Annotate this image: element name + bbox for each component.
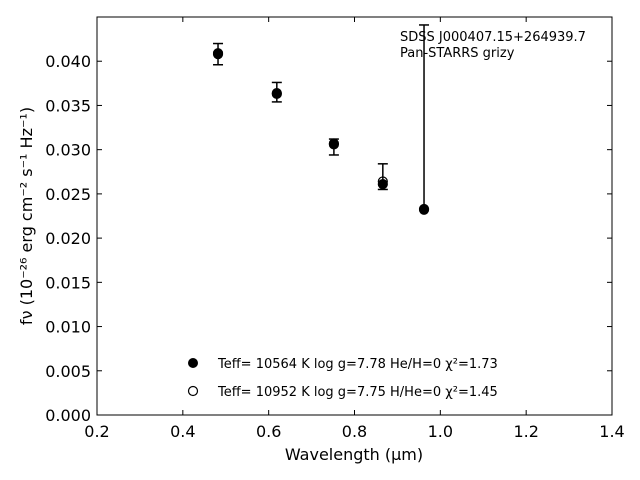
axis-ticks: 0.2 0.4 0.6 0.8 1.0 1.2 1.4 0.000 0.005 0.010 0.01… (45, 17, 625, 441)
x-tick-label: 1.2 (513, 422, 538, 441)
y-tick-label: 0.010 (45, 318, 91, 337)
y-tick-label: 0.030 (45, 141, 91, 160)
legend: Teff= 10564 K log g=7.78 He/H=0 χ²=1.73 … (187, 357, 498, 400)
y-tick-label: 0.020 (45, 229, 91, 248)
x-tick-label: 0.2 (84, 422, 109, 441)
y-tick-label: 0.040 (45, 52, 91, 71)
x-tick-label: 0.4 (170, 422, 195, 441)
y-tick-label: 0.005 (45, 362, 91, 381)
legend-marker-open (187, 385, 199, 397)
data-point-filled (377, 179, 388, 190)
x-tick-label: 1.0 (428, 422, 453, 441)
x-tick-label: 0.6 (256, 422, 281, 441)
y-axis-label: fν (10⁻²⁶ erg cm⁻² s⁻¹ Hz⁻¹) (17, 107, 36, 325)
annotation-line-2: Pan-STARRS grizy (400, 46, 515, 61)
data-point-open (418, 203, 430, 215)
x-axis-label: Wavelength (μm) (285, 445, 423, 464)
y-tick-label: 0.035 (45, 96, 91, 115)
x-tick-label: 0.8 (342, 422, 367, 441)
y-tick-label: 0.015 (45, 273, 91, 292)
legend-marker-filled (188, 358, 198, 368)
legend-label-1: Teff= 10564 K log g=7.78 He/H=0 χ²=1.73 (217, 357, 498, 372)
data-point-open (271, 87, 282, 99)
data-point-open (328, 139, 339, 150)
legend-label-2: Teff= 10952 K log g=7.75 H/He=0 χ²=1.45 (217, 385, 498, 400)
plot-frame (96, 16, 613, 416)
error-bars (213, 24, 430, 210)
y-tick-label: 0.025 (45, 185, 91, 204)
data-point-open (377, 176, 388, 187)
data-point-open (212, 48, 224, 59)
data-points (212, 48, 430, 215)
annotation-line-1: SDSS J000407.15+264939.7 (400, 30, 586, 45)
x-tick-label: 1.4 (599, 422, 624, 441)
y-tick-label: 0.000 (45, 406, 91, 425)
